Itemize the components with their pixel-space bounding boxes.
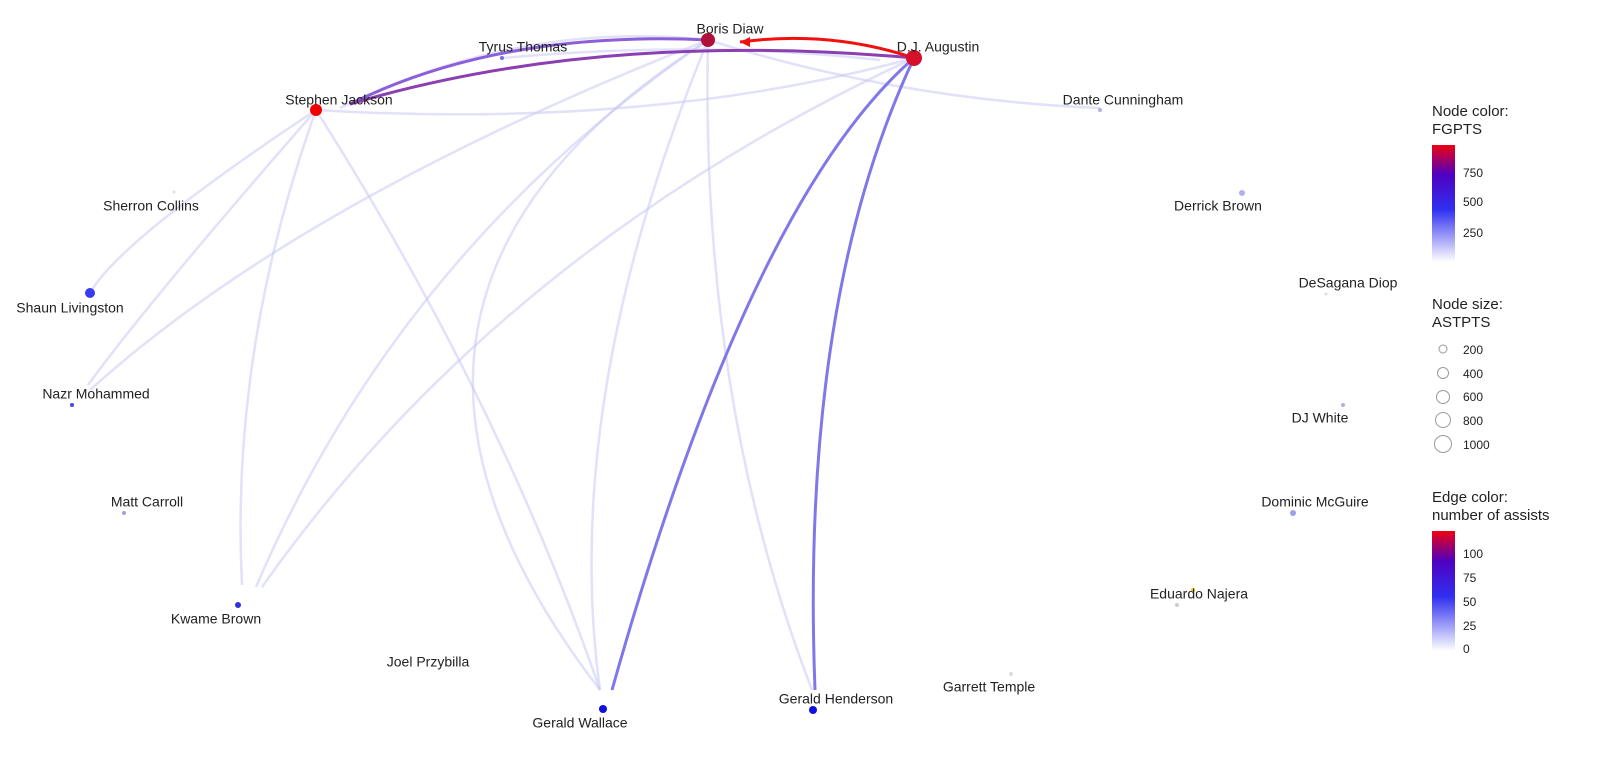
- node: [1239, 190, 1245, 196]
- edge: [471, 38, 709, 691]
- nodes: [70, 33, 1345, 714]
- node: [1175, 603, 1179, 607]
- node-label: Tyrus Thomas: [479, 39, 567, 55]
- node: [1341, 403, 1345, 407]
- node-label: DeSagana Diop: [1299, 275, 1398, 291]
- node-label: Derrick Brown: [1174, 198, 1262, 214]
- node: [1324, 292, 1328, 296]
- node-label: Eduardo Najera: [1150, 586, 1248, 602]
- edge: [739, 36, 915, 60]
- edge: [86, 109, 317, 386]
- legend-label: 1000: [1463, 438, 1490, 452]
- legend-label: 800: [1463, 414, 1483, 428]
- node: [310, 104, 322, 116]
- node-label: DJ White: [1292, 410, 1349, 426]
- edge: [610, 56, 915, 691]
- legend-label: 75: [1463, 571, 1477, 585]
- legend-title: number of assists: [1432, 507, 1550, 524]
- node: [599, 705, 607, 713]
- edge: [88, 108, 317, 294]
- node: [70, 403, 74, 407]
- edges: [86, 35, 1101, 691]
- node: [172, 190, 176, 194]
- legend-label: 50: [1463, 595, 1477, 609]
- legend-label: 200: [1463, 343, 1483, 357]
- size-key: [1438, 344, 1448, 354]
- node: [85, 288, 95, 298]
- node-label: Garrett Temple: [943, 679, 1036, 695]
- legend-label: 0: [1463, 642, 1470, 656]
- node-label: D.J. Augustin: [897, 39, 980, 55]
- edge: [706, 39, 814, 691]
- node-label: Sherron Collins: [103, 198, 199, 214]
- legend-label: 500: [1463, 195, 1483, 209]
- node-label: Gerald Henderson: [779, 691, 893, 707]
- node-labels: Boris Diaw D.J. Augustin Tyrus Thomas St…: [16, 21, 1397, 731]
- node: [701, 33, 715, 47]
- legend-title: ASTPTS: [1432, 314, 1490, 331]
- node-label: Boris Diaw: [697, 21, 765, 37]
- arrowhead: [740, 37, 750, 47]
- size-key: [1437, 367, 1449, 379]
- color-bar: [1432, 145, 1455, 262]
- node: [906, 50, 922, 66]
- node-label: Dante Cunningham: [1063, 92, 1184, 108]
- node-label: Joel Przybilla: [387, 654, 470, 670]
- legend-title: Node color:: [1432, 103, 1509, 120]
- edge: [260, 56, 915, 588]
- node: [809, 706, 817, 714]
- legend-label: 100: [1463, 547, 1483, 561]
- legend-title: Edge color:: [1432, 489, 1508, 506]
- node: [122, 511, 126, 515]
- node: [1191, 588, 1195, 592]
- edge: [239, 109, 318, 586]
- legend-title: Node size:: [1432, 296, 1503, 313]
- node-label: Kwame Brown: [171, 611, 261, 627]
- legend-title: FGPTS: [1432, 121, 1482, 138]
- node: [235, 602, 241, 608]
- node: [1290, 510, 1296, 516]
- edge: [590, 39, 710, 691]
- node: [1009, 672, 1013, 676]
- edge: [89, 38, 709, 391]
- legend-label: 250: [1463, 226, 1483, 240]
- legend-label: 25: [1463, 619, 1477, 633]
- edge: [811, 57, 916, 691]
- edge: [315, 56, 915, 116]
- node-label: Nazr Mohammed: [42, 386, 149, 402]
- edge: [501, 48, 881, 62]
- edge: [349, 37, 709, 106]
- legend-label: 750: [1463, 166, 1483, 180]
- node-label: Gerald Wallace: [532, 715, 627, 731]
- node-label: Stephen Jackson: [285, 92, 392, 108]
- node-label: Matt Carroll: [111, 494, 183, 510]
- node: [1098, 108, 1102, 112]
- size-key: [1434, 435, 1452, 453]
- size-key: [1436, 390, 1450, 404]
- size-key: [1435, 412, 1451, 428]
- edge: [349, 48, 915, 106]
- color-bar: [1432, 531, 1455, 651]
- node-label: Dominic McGuire: [1261, 494, 1369, 510]
- edge: [314, 109, 602, 691]
- legend-label: 600: [1463, 390, 1483, 404]
- node-label: Shaun Livingston: [16, 300, 123, 316]
- node: [500, 56, 504, 60]
- legend-label: 400: [1463, 367, 1483, 381]
- legend: Node color: FGPTS 750 500 250 Node size:…: [1432, 103, 1550, 656]
